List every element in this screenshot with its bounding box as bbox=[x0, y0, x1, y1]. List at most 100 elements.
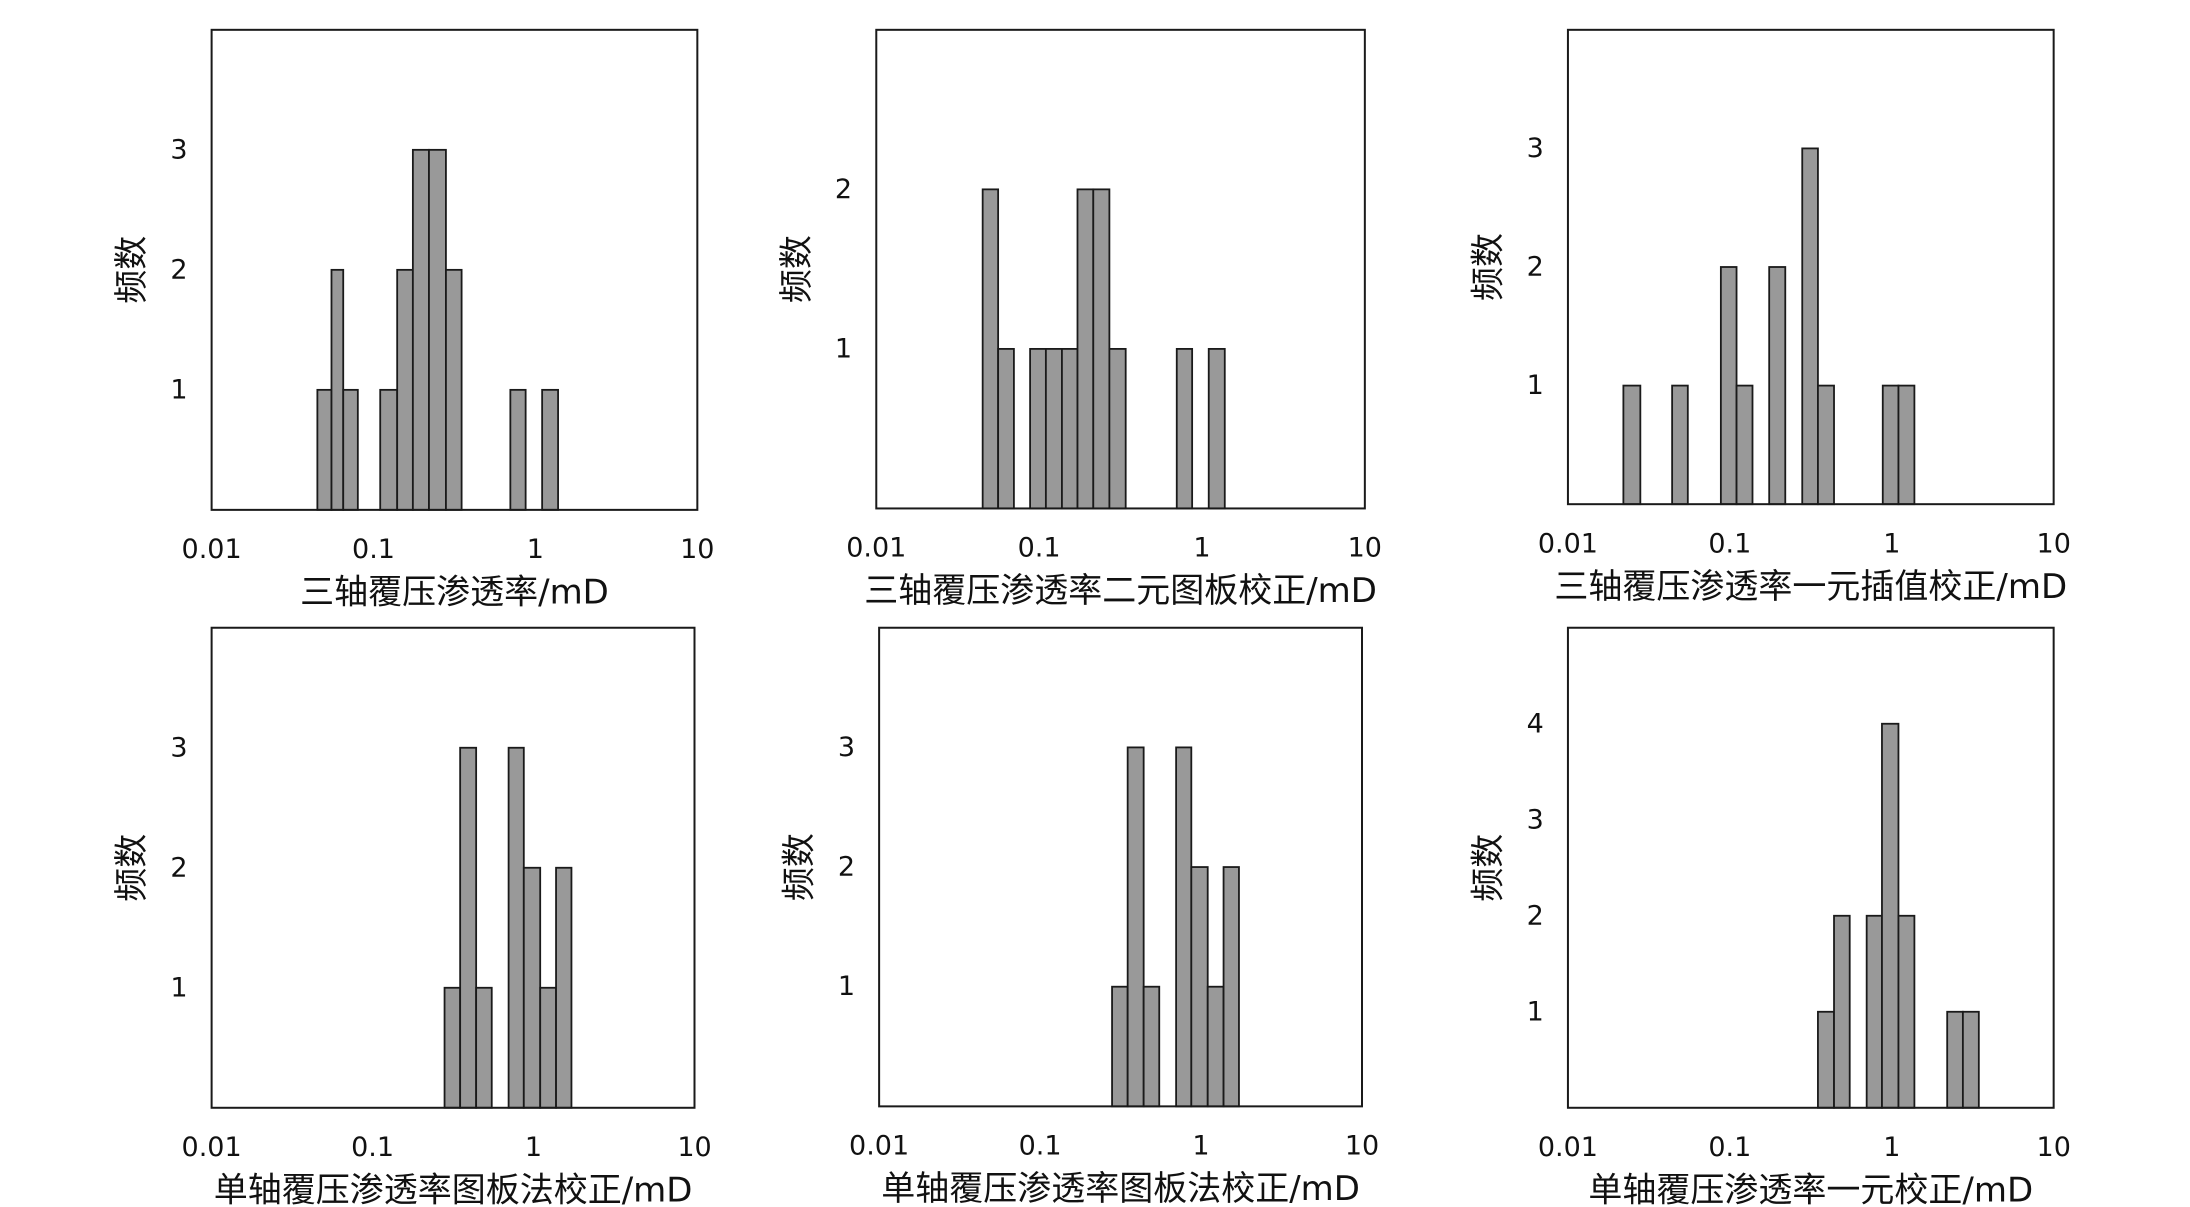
x-tick-label: 0.1 bbox=[1708, 1132, 1751, 1163]
x-tick-label: 10 bbox=[680, 534, 714, 565]
plot-frame bbox=[1566, 626, 2055, 1109]
y-tick-label: 1 bbox=[1527, 996, 1544, 1027]
histogram-bar bbox=[1061, 347, 1079, 510]
histogram-bar bbox=[1092, 188, 1111, 510]
histogram-bar bbox=[396, 268, 414, 511]
histogram-bar bbox=[1222, 866, 1240, 1108]
x-tick-label: 0.1 bbox=[352, 534, 395, 565]
histogram-bar bbox=[541, 388, 559, 511]
x-tick-label: 1 bbox=[1883, 1132, 1900, 1163]
x-tick-label: 1 bbox=[1193, 533, 1210, 564]
x-tick-label: 0.1 bbox=[1019, 1131, 1062, 1162]
plot-frame bbox=[875, 28, 1366, 510]
x-axis-label: 三轴覆压渗透率二元图板校正/mD bbox=[864, 571, 1377, 611]
histogram-bar bbox=[1768, 266, 1787, 506]
plot-frame bbox=[878, 626, 1364, 1108]
x-tick-label: 0.01 bbox=[1538, 529, 1598, 560]
y-tick-label: 2 bbox=[835, 174, 852, 205]
histogram-bar bbox=[507, 746, 525, 1109]
y-tick-label: 2 bbox=[838, 852, 855, 883]
histogram-bar bbox=[1897, 914, 1916, 1109]
histogram-bar bbox=[1108, 347, 1127, 510]
y-axis-label: 频数 bbox=[1468, 233, 1508, 301]
x-axis-label: 三轴覆压渗透率一元插值校正/mD bbox=[1554, 567, 2067, 607]
histogram-bar bbox=[445, 268, 463, 511]
x-axis-label: 单轴覆压渗透率图板法校正/mD bbox=[881, 1169, 1360, 1207]
histogram-bar bbox=[459, 746, 478, 1109]
x-tick-label: 0.1 bbox=[1708, 529, 1751, 560]
histogram-bar bbox=[1817, 384, 1835, 506]
histogram-panel-1: 1 2 3 0.01 0.1 1 10 三轴覆压渗透率/mD 频数 bbox=[112, 28, 714, 613]
x-tick-label: 0.01 bbox=[849, 1131, 909, 1162]
x-tick-label: 1 bbox=[1883, 529, 1900, 560]
histogram-bar bbox=[1622, 384, 1642, 506]
histogram-bar bbox=[1961, 1010, 1980, 1109]
histogram-bar bbox=[555, 866, 573, 1109]
x-axis-label: 单轴覆压渗透率一元校正/mD bbox=[1588, 1171, 2033, 1207]
histogram-bar bbox=[411, 148, 430, 511]
y-tick-label: 4 bbox=[1527, 708, 1544, 739]
histogram-bar bbox=[981, 188, 1000, 510]
y-axis-label: 频数 bbox=[112, 834, 152, 902]
histogram-bar bbox=[1671, 384, 1689, 506]
histogram-bar bbox=[1029, 347, 1047, 510]
histogram-bar bbox=[379, 388, 399, 511]
x-tick-label: 0.01 bbox=[846, 533, 906, 564]
y-tick-label: 1 bbox=[1527, 370, 1544, 401]
y-tick-label: 3 bbox=[1527, 804, 1544, 835]
x-tick-label: 1 bbox=[1192, 1131, 1209, 1162]
plot-frame bbox=[1566, 28, 2055, 506]
histogram-panel-5: 1 2 3 0.01 0.1 1 10 单轴覆压渗透率图板法校正/mD 频数 bbox=[780, 626, 1379, 1207]
histogram-bar bbox=[1897, 384, 1916, 506]
histogram-bar bbox=[443, 986, 462, 1109]
x-tick-label: 10 bbox=[2037, 529, 2071, 560]
histogram-panel-3: 1 2 3 0.01 0.1 1 10 三轴覆压渗透率一元插值校正/mD 频数 bbox=[1468, 28, 2071, 607]
histogram-bar bbox=[997, 347, 1015, 510]
histogram-bar bbox=[1719, 266, 1738, 506]
histogram-bar bbox=[1801, 147, 1819, 506]
x-tick-label: 0.1 bbox=[1018, 533, 1061, 564]
y-tick-label: 1 bbox=[838, 971, 855, 1002]
histogram-bar bbox=[522, 866, 542, 1109]
histogram-bar bbox=[1881, 384, 1900, 506]
y-tick-label: 3 bbox=[170, 732, 187, 763]
histogram-bar bbox=[1044, 347, 1063, 510]
x-tick-label: 0.1 bbox=[351, 1132, 394, 1163]
y-tick-label: 2 bbox=[170, 852, 187, 883]
plot-frame bbox=[210, 626, 696, 1109]
histogram-bar bbox=[1206, 985, 1225, 1108]
x-tick-label: 0.01 bbox=[1538, 1132, 1598, 1163]
x-tick-label: 10 bbox=[677, 1132, 711, 1163]
x-tick-label: 0.01 bbox=[182, 534, 242, 565]
histogram-bar bbox=[475, 986, 493, 1109]
y-tick-label: 2 bbox=[1527, 252, 1544, 283]
y-axis-label: 频数 bbox=[112, 236, 152, 304]
histogram-bar bbox=[1142, 985, 1161, 1108]
x-tick-label: 0.01 bbox=[182, 1132, 242, 1163]
x-tick-label: 1 bbox=[527, 534, 544, 565]
y-axis-label: 频数 bbox=[1468, 834, 1508, 902]
histogram-bar bbox=[1833, 914, 1851, 1109]
histogram-bar bbox=[316, 388, 333, 511]
y-tick-label: 2 bbox=[170, 254, 187, 285]
x-tick-label: 10 bbox=[1345, 1131, 1379, 1162]
histogram-panel-4: 1 2 3 0.01 0.1 1 10 单轴覆压渗透率图板法校正/mD 频数 bbox=[112, 626, 712, 1207]
histogram-bar bbox=[330, 268, 345, 511]
y-tick-label: 1 bbox=[835, 333, 852, 364]
histogram-bar bbox=[1865, 914, 1883, 1109]
y-tick-label: 3 bbox=[838, 732, 855, 763]
histogram-bar bbox=[1175, 347, 1194, 510]
x-axis-label: 三轴覆压渗透率/mD bbox=[300, 573, 609, 613]
y-tick-label: 3 bbox=[170, 134, 187, 165]
histogram-bar bbox=[1946, 1010, 1964, 1109]
y-axis-label: 频数 bbox=[780, 833, 820, 901]
histogram-panel-2: 1 2 0.01 0.1 1 10 三轴覆压渗透率二元图板校正/mD 频数 bbox=[777, 28, 1382, 611]
histogram-bar bbox=[1111, 985, 1129, 1108]
histogram-bar bbox=[1175, 746, 1193, 1108]
histogram-bar bbox=[509, 388, 527, 511]
x-axis-label: 单轴覆压渗透率图板法校正/mD bbox=[214, 1171, 693, 1207]
histogram-bar bbox=[1190, 866, 1209, 1108]
histogram-bar bbox=[1735, 384, 1754, 506]
